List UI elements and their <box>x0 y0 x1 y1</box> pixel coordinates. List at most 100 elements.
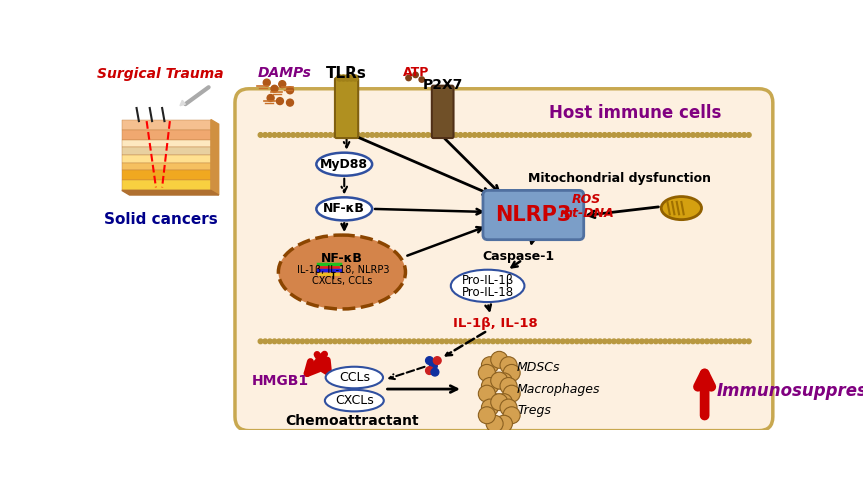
Circle shape <box>365 339 370 343</box>
Circle shape <box>388 339 393 343</box>
Circle shape <box>482 357 499 374</box>
Circle shape <box>570 133 575 137</box>
Circle shape <box>663 339 667 343</box>
Circle shape <box>503 385 520 402</box>
Circle shape <box>361 339 365 343</box>
Text: MyD88: MyD88 <box>320 158 369 170</box>
FancyBboxPatch shape <box>235 89 773 431</box>
Ellipse shape <box>450 270 525 302</box>
Circle shape <box>351 339 356 343</box>
Circle shape <box>538 339 542 343</box>
Circle shape <box>639 133 644 137</box>
Circle shape <box>583 133 589 137</box>
Circle shape <box>626 339 630 343</box>
Circle shape <box>393 133 398 137</box>
Circle shape <box>352 75 358 81</box>
Circle shape <box>714 339 719 343</box>
Circle shape <box>690 339 696 343</box>
Circle shape <box>388 133 393 137</box>
Circle shape <box>439 339 444 343</box>
Circle shape <box>472 133 476 137</box>
Circle shape <box>635 133 639 137</box>
Circle shape <box>356 133 361 137</box>
Circle shape <box>551 133 556 137</box>
Circle shape <box>682 339 686 343</box>
Text: CCLs: CCLs <box>339 371 370 384</box>
Circle shape <box>287 87 293 94</box>
Circle shape <box>546 339 551 343</box>
Circle shape <box>318 339 324 343</box>
Circle shape <box>514 339 519 343</box>
Circle shape <box>514 133 519 137</box>
Circle shape <box>277 339 281 343</box>
Circle shape <box>598 133 602 137</box>
Circle shape <box>663 133 667 137</box>
Circle shape <box>271 85 278 92</box>
Circle shape <box>495 133 500 137</box>
Circle shape <box>733 133 737 137</box>
Circle shape <box>709 133 714 137</box>
Circle shape <box>565 339 570 343</box>
Circle shape <box>495 373 513 390</box>
Circle shape <box>523 339 528 343</box>
Circle shape <box>402 133 407 137</box>
Text: P2X7: P2X7 <box>423 78 463 92</box>
Circle shape <box>444 339 449 343</box>
Circle shape <box>612 133 616 137</box>
Circle shape <box>542 339 546 343</box>
Bar <box>122 163 211 170</box>
Circle shape <box>690 133 696 137</box>
Polygon shape <box>211 120 218 195</box>
Circle shape <box>425 357 433 364</box>
Ellipse shape <box>325 367 383 388</box>
Circle shape <box>653 339 658 343</box>
Circle shape <box>272 133 277 137</box>
Circle shape <box>398 339 402 343</box>
Circle shape <box>589 133 593 137</box>
Circle shape <box>620 133 626 137</box>
Circle shape <box>258 339 263 343</box>
Text: MDSCs: MDSCs <box>517 361 561 374</box>
Circle shape <box>421 133 425 137</box>
Circle shape <box>379 339 384 343</box>
Circle shape <box>593 133 598 137</box>
Circle shape <box>658 133 663 137</box>
Circle shape <box>347 133 351 137</box>
Circle shape <box>478 385 495 402</box>
Circle shape <box>272 339 277 343</box>
Circle shape <box>556 339 560 343</box>
Circle shape <box>672 133 677 137</box>
Circle shape <box>696 339 700 343</box>
Circle shape <box>737 133 742 137</box>
Text: Surgical Trauma: Surgical Trauma <box>98 67 224 81</box>
Circle shape <box>356 339 361 343</box>
Circle shape <box>509 339 514 343</box>
Text: ATP: ATP <box>403 66 430 79</box>
Text: HMGB1: HMGB1 <box>251 374 308 388</box>
Bar <box>122 120 211 130</box>
Circle shape <box>556 133 560 137</box>
Circle shape <box>393 339 398 343</box>
Circle shape <box>268 339 272 343</box>
Circle shape <box>478 364 495 382</box>
Circle shape <box>551 339 556 343</box>
Circle shape <box>583 339 589 343</box>
Ellipse shape <box>661 197 702 220</box>
Circle shape <box>491 133 495 137</box>
Circle shape <box>412 339 416 343</box>
Text: NF-κB: NF-κB <box>324 202 365 215</box>
Circle shape <box>342 133 347 137</box>
Circle shape <box>449 133 454 137</box>
Circle shape <box>714 133 719 137</box>
Text: Chemoattractant: Chemoattractant <box>285 414 419 428</box>
Circle shape <box>503 407 520 424</box>
Circle shape <box>519 339 523 343</box>
Circle shape <box>433 357 441 364</box>
Circle shape <box>491 372 507 389</box>
Circle shape <box>486 415 503 432</box>
Text: mt-DNA: mt-DNA <box>559 207 614 220</box>
Ellipse shape <box>317 153 372 176</box>
Circle shape <box>431 133 435 137</box>
Circle shape <box>565 133 570 137</box>
Circle shape <box>268 133 272 137</box>
